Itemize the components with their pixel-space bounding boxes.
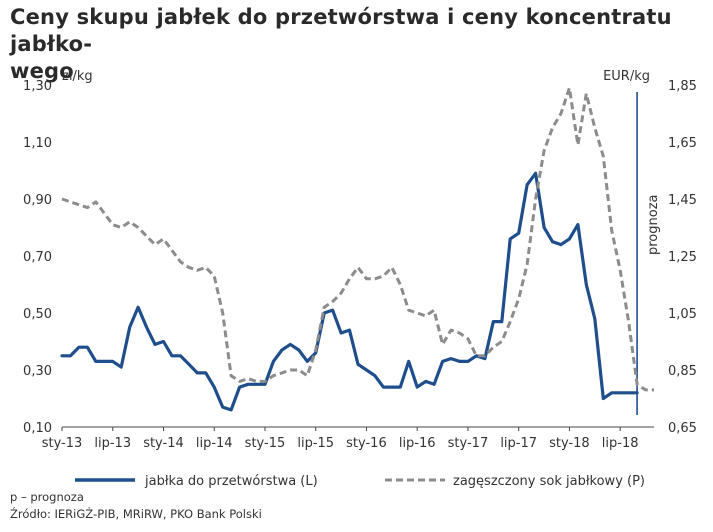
y-left-tick-label: 0,70 xyxy=(23,250,52,265)
x-tick-label: lip-18 xyxy=(602,436,639,451)
x-tick-label: lip-13 xyxy=(94,436,131,451)
chart-title: Ceny skupu jabłek do przetwórstwa i ceny… xyxy=(10,5,672,83)
x-tick-label: lip-17 xyxy=(500,436,537,451)
y-right-tick-label: 1,85 xyxy=(668,79,697,94)
y-left-tick-label: 1,10 xyxy=(23,136,52,151)
y-right-tick-label: 0,65 xyxy=(668,421,697,436)
x-tick-label: sty-13 xyxy=(42,436,83,451)
series-line-apples xyxy=(60,171,639,412)
y-left-tick-label: 0,50 xyxy=(23,307,52,322)
y-left-axis-label: zł/kg xyxy=(62,69,93,84)
y-left-tick-label: 0,30 xyxy=(23,364,52,379)
y-left-tick-label: 0,10 xyxy=(23,421,52,436)
x-tick-label: lip-14 xyxy=(196,436,233,451)
x-tick-label: lip-15 xyxy=(297,436,334,451)
y-right-tick-label: 1,65 xyxy=(668,136,697,151)
y-right-tick-label: 0,85 xyxy=(668,364,697,379)
series-layer xyxy=(60,86,654,412)
x-tick-label: sty-18 xyxy=(549,436,590,451)
legend-label-concentrate: zagęszczony sok jabłkowy (P) xyxy=(453,474,645,489)
y-left-tick-label: 0,90 xyxy=(23,193,52,208)
y-right-tick-label: 1,25 xyxy=(668,250,697,265)
x-tick-label: sty-16 xyxy=(346,436,387,451)
y-right-axis-label: EUR/kg xyxy=(603,69,650,84)
y-left-tick-label: 1,30 xyxy=(23,79,52,94)
axes-layer: 0,10 0,30 0,50 0,70 0,90 1,10 1,30 0,65 0,85 1,05… xyxy=(23,69,697,451)
x-tick-label: sty-14 xyxy=(143,436,184,451)
footnote: p – prognoza xyxy=(10,490,84,504)
x-tick-label: lip-16 xyxy=(399,436,436,451)
forecast-label: prognoza xyxy=(646,195,661,256)
x-tick-label: sty-17 xyxy=(448,436,489,451)
legend: jabłka do przetwórstwa (L) zagęszczony so… xyxy=(75,474,645,489)
x-tick-label: sty-15 xyxy=(245,436,286,451)
series-line-concentrate xyxy=(61,86,654,392)
y-right-tick-label: 1,45 xyxy=(668,193,697,208)
y-right-tick-label: 1,05 xyxy=(668,307,697,322)
legend-label-apples: jabłka do przetwórstwa (L) xyxy=(144,474,318,489)
source-note: Źródło: IERiGŻ-PIB, MRiRW, PKO Bank Pols… xyxy=(10,507,262,521)
